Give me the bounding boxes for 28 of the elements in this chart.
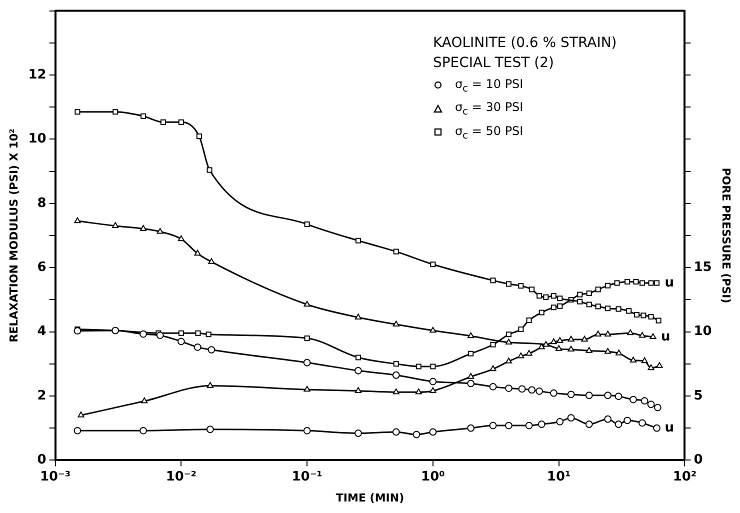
x-axis-title: TIME (MIN) bbox=[336, 491, 404, 504]
y2-tick-label: 10 bbox=[694, 324, 712, 340]
y2-tick-label: 5 bbox=[694, 388, 703, 404]
legend-label: σ$_{c}$ = 30 PSI bbox=[454, 100, 524, 118]
x-tick-label: 10¹ bbox=[546, 469, 571, 484]
legend-label: σ$_{c}$ = 50 PSI bbox=[454, 124, 524, 141]
y2-axis-title: PORE PRESSURE (PSI) bbox=[720, 168, 733, 304]
y-axis-title: RELAXATION MODULUS (PSI) X 10² bbox=[7, 128, 20, 342]
y-tick-label: 12 bbox=[28, 67, 46, 82]
series-label: u bbox=[661, 329, 670, 344]
y-tick-label: 10 bbox=[28, 132, 46, 147]
series-label: u bbox=[664, 275, 674, 290]
text: SPECIAL TEST (2) bbox=[432, 54, 555, 71]
y2-tick-label: 0 bbox=[694, 452, 703, 468]
y-tick-label: 4 bbox=[37, 324, 46, 340]
x-tick-label: 10⁻³ bbox=[40, 469, 71, 484]
x-tick-label: 10⁻¹ bbox=[292, 469, 322, 484]
series-label: u bbox=[664, 420, 674, 436]
y-tick-label: 8 bbox=[37, 196, 46, 211]
x-tick-label: 10² bbox=[672, 469, 697, 484]
y-tick-label: 0 bbox=[37, 452, 46, 468]
x-tick-label: 10⁰ bbox=[421, 469, 446, 484]
y-tick-label: 2 bbox=[37, 388, 46, 404]
y-tick-label: 6 bbox=[37, 260, 46, 275]
legend-label: σ$_{c}$ = 10 PSI bbox=[454, 76, 524, 94]
text: KAOLINITE (0.6 % STRAIN) bbox=[432, 34, 617, 51]
y2-tick-label: 15 bbox=[694, 260, 712, 275]
x-tick-label: 10⁻² bbox=[166, 469, 197, 484]
